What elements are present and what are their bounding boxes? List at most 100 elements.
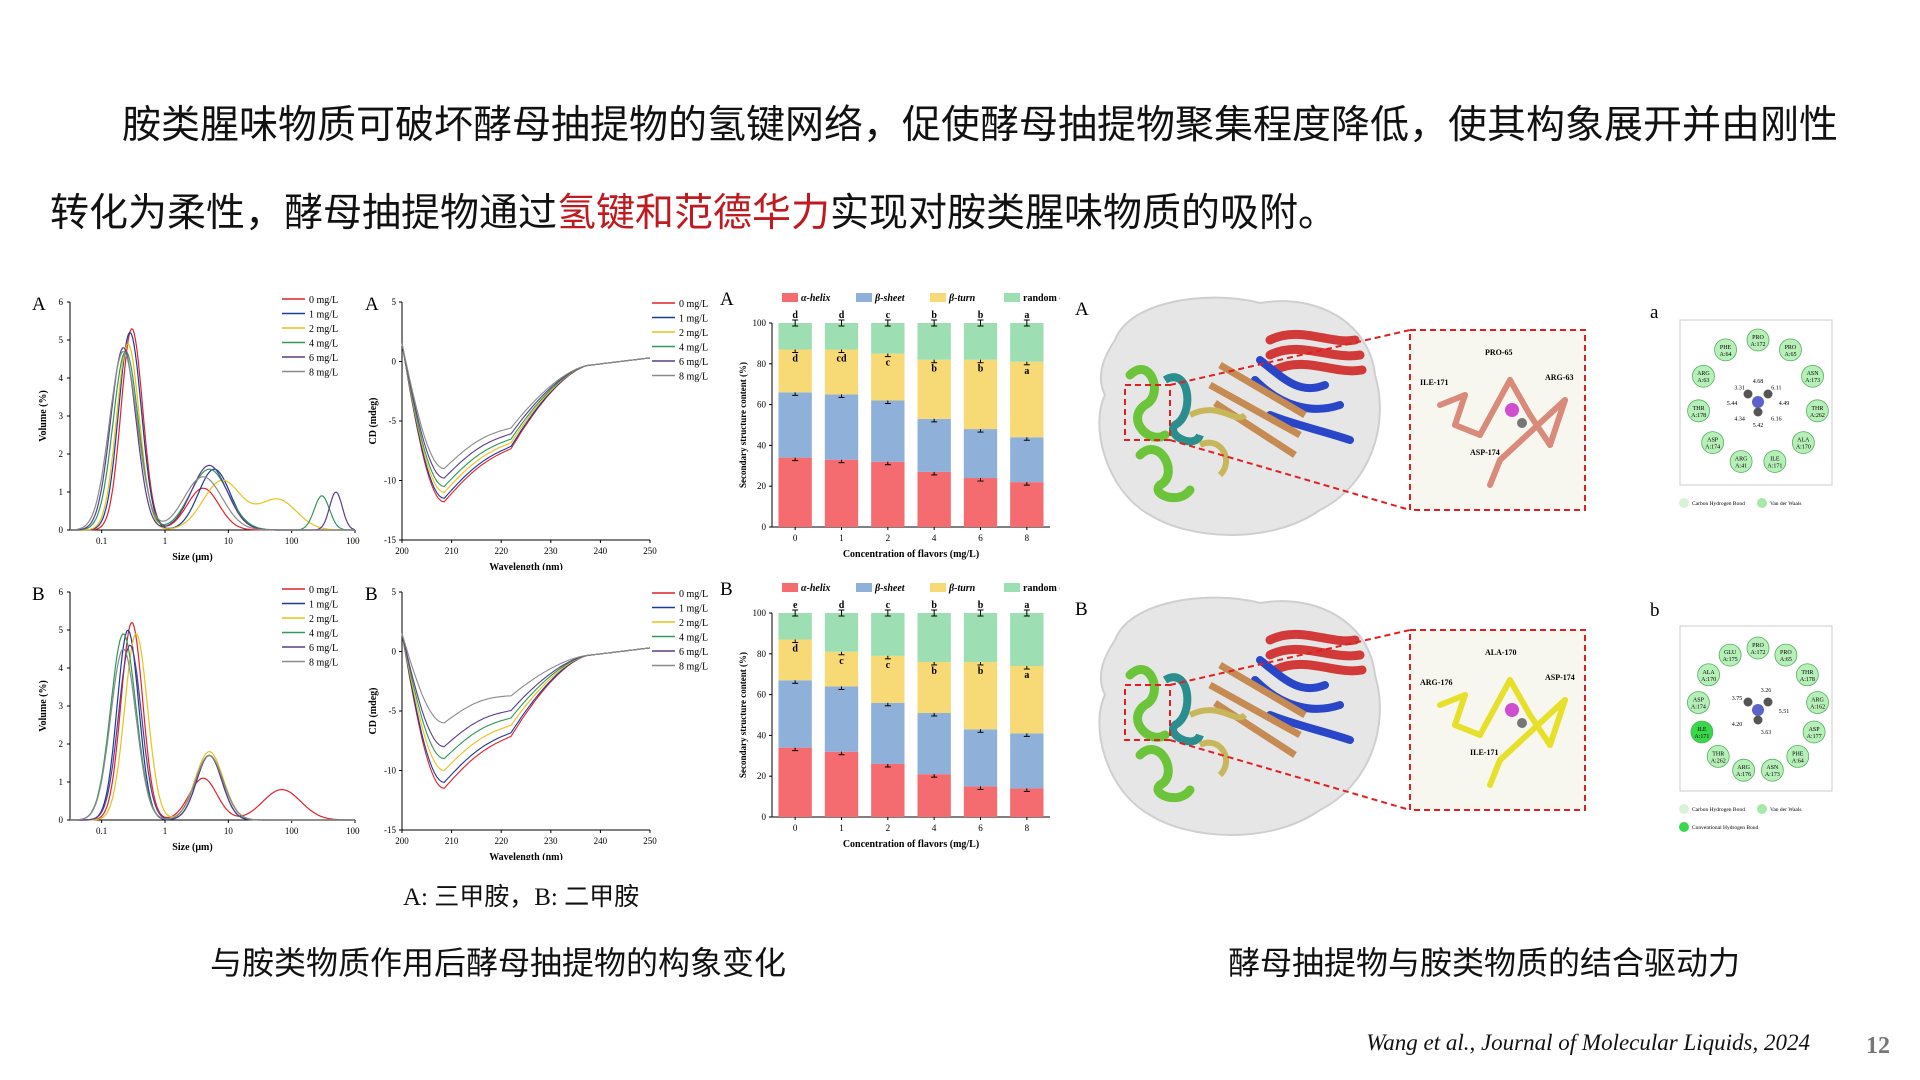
legend-label: 6 mg/L — [309, 643, 338, 654]
helix-green — [1125, 665, 1195, 803]
bar-segment — [917, 359, 951, 419]
y-tick-label: 4 — [59, 373, 64, 383]
x-axis-label: Size (μm) — [172, 842, 212, 853]
legend-label: 8 mg/L — [309, 368, 338, 379]
residue-id: A:172 — [1751, 342, 1766, 348]
bar-legend-label: β-turn — [948, 293, 976, 304]
y-tick-label: 4 — [59, 663, 64, 673]
residue-stick — [1437, 692, 1468, 708]
paragraph-text-end: 实现对胺类腥味物质的吸附。 — [830, 191, 1338, 236]
residue-id: A:172 — [1751, 650, 1766, 656]
bar-segment — [871, 400, 905, 462]
panel-letter: B — [720, 579, 733, 600]
bar-legend-swatch — [930, 583, 946, 592]
significance-letter: d — [839, 600, 845, 611]
y-tick-label: -10 — [384, 476, 396, 486]
distance-label: 3.31 — [1734, 385, 1745, 391]
residue-id: A:174 — [1705, 445, 1720, 451]
residue-node — [1729, 450, 1753, 473]
legend-label: 1 mg/L — [679, 314, 708, 325]
residue-stick — [1507, 677, 1533, 718]
y-tick-label: 5 — [59, 335, 64, 345]
panel-letter: B — [365, 584, 378, 605]
distance-label: 5.51 — [1779, 709, 1790, 715]
bar-segment — [778, 747, 812, 817]
x-tick-label: 240 — [594, 836, 608, 846]
x-axis-label: Concentration of flavors (mg/L) — [843, 549, 979, 560]
y-tick-label: 6 — [59, 587, 64, 597]
residue-node — [1718, 643, 1742, 667]
y-tick-label: 0 — [762, 812, 767, 822]
residue-node — [1690, 720, 1714, 744]
y-tick-label: 5 — [392, 587, 397, 597]
bar-segment — [963, 429, 998, 479]
bar-segment — [917, 323, 951, 360]
residue-id: A:41 — [1735, 463, 1747, 469]
size-series-0-mg-L — [70, 622, 355, 821]
residue-node — [1786, 745, 1810, 768]
residue-stick — [1497, 397, 1568, 463]
figure-subtitle: A: 三甲胺，B: 二甲胺 — [403, 884, 640, 911]
x-tick-label: 100 — [285, 826, 299, 836]
residue-id: A:64 — [1792, 758, 1804, 764]
residue-node — [1732, 758, 1756, 782]
ligand-carbon — [1753, 715, 1763, 725]
residue-id: A:177 — [1807, 734, 1822, 740]
distance-label: 3.75 — [1732, 696, 1743, 702]
y-tick-label: 100 — [753, 608, 767, 618]
significance-letter: b — [978, 600, 984, 611]
legend-dot — [1679, 822, 1689, 832]
distance-label: 6.16 — [1771, 417, 1782, 423]
size-series-8-mg-L — [69, 350, 355, 531]
y-tick-label: 2 — [59, 739, 64, 749]
cd-spectrum-chart-a: A -15 -10 -5 0 5 200 210 220 230 240 250 Wavelength … — [365, 294, 708, 570]
bar-segment — [917, 661, 951, 713]
residue-label: ILE-171 — [1470, 748, 1498, 757]
residue-name: ARG — [1735, 456, 1748, 462]
residue-name: THR — [1693, 406, 1705, 412]
size-distribution-chart-a: A 0 1 2 3 4 5 6 0.1 1 10 100 1000 Size (μm) Volume (%)… — [32, 294, 360, 563]
residue-name: ILE — [1697, 727, 1707, 733]
y-axis-label: Volume (%) — [38, 680, 49, 732]
x-tick-label: 10 — [224, 536, 234, 546]
residue-id: A:65 — [1780, 657, 1792, 663]
legend-dot — [1757, 498, 1767, 508]
x-tick-label: 200 — [395, 836, 409, 846]
x-axis-label: Wavelength (nm) — [489, 852, 563, 860]
panel-letter: A — [32, 294, 46, 315]
significance-letter: d — [792, 644, 798, 655]
x-axis-label: Concentration of flavors (mg/L) — [843, 839, 979, 850]
significance-letter: b — [978, 364, 984, 375]
distance-label: 3.63 — [1761, 730, 1772, 736]
residue-name: GLU — [1724, 650, 1737, 656]
bar-segment — [917, 712, 951, 775]
residue-node — [1692, 364, 1715, 388]
x-axis-label: Size (μm) — [172, 552, 212, 563]
distance-label: 5.42 — [1753, 423, 1764, 429]
bar-segment — [871, 702, 905, 764]
y-tick-label: 60 — [757, 690, 767, 700]
residue-stick — [1507, 377, 1533, 418]
zoom-line — [1169, 629, 1411, 686]
bar-segment — [1010, 788, 1044, 817]
residue-name: PHE — [1792, 751, 1804, 757]
x-tick-label: 1 — [163, 826, 168, 836]
significance-letter: c — [839, 656, 844, 667]
cd-series-6-mg-L — [401, 633, 651, 748]
x-tick-label: 1000 — [346, 826, 360, 836]
y-tick-label: 0 — [59, 815, 64, 825]
y-tick-label: 60 — [757, 400, 767, 410]
bar-segment — [824, 394, 859, 460]
significance-letter: c — [886, 600, 891, 611]
protein-docking-figure-b: B ALA-170 ARG-176 ASP-174 ILE-171 — [1075, 596, 1586, 836]
ligand-atom — [1505, 403, 1519, 417]
residue-name: ALA — [1702, 670, 1715, 676]
legend-label: Van der Waals — [1770, 501, 1802, 507]
bar-segment — [871, 353, 905, 401]
legend-label: 1 mg/L — [679, 604, 708, 615]
cd-series-8-mg-L — [401, 343, 651, 470]
bar-segment — [824, 686, 859, 752]
helix-teal — [1162, 673, 1204, 746]
ligand-nitrogen — [1752, 396, 1764, 408]
x-tick-label: 1 — [839, 533, 844, 543]
